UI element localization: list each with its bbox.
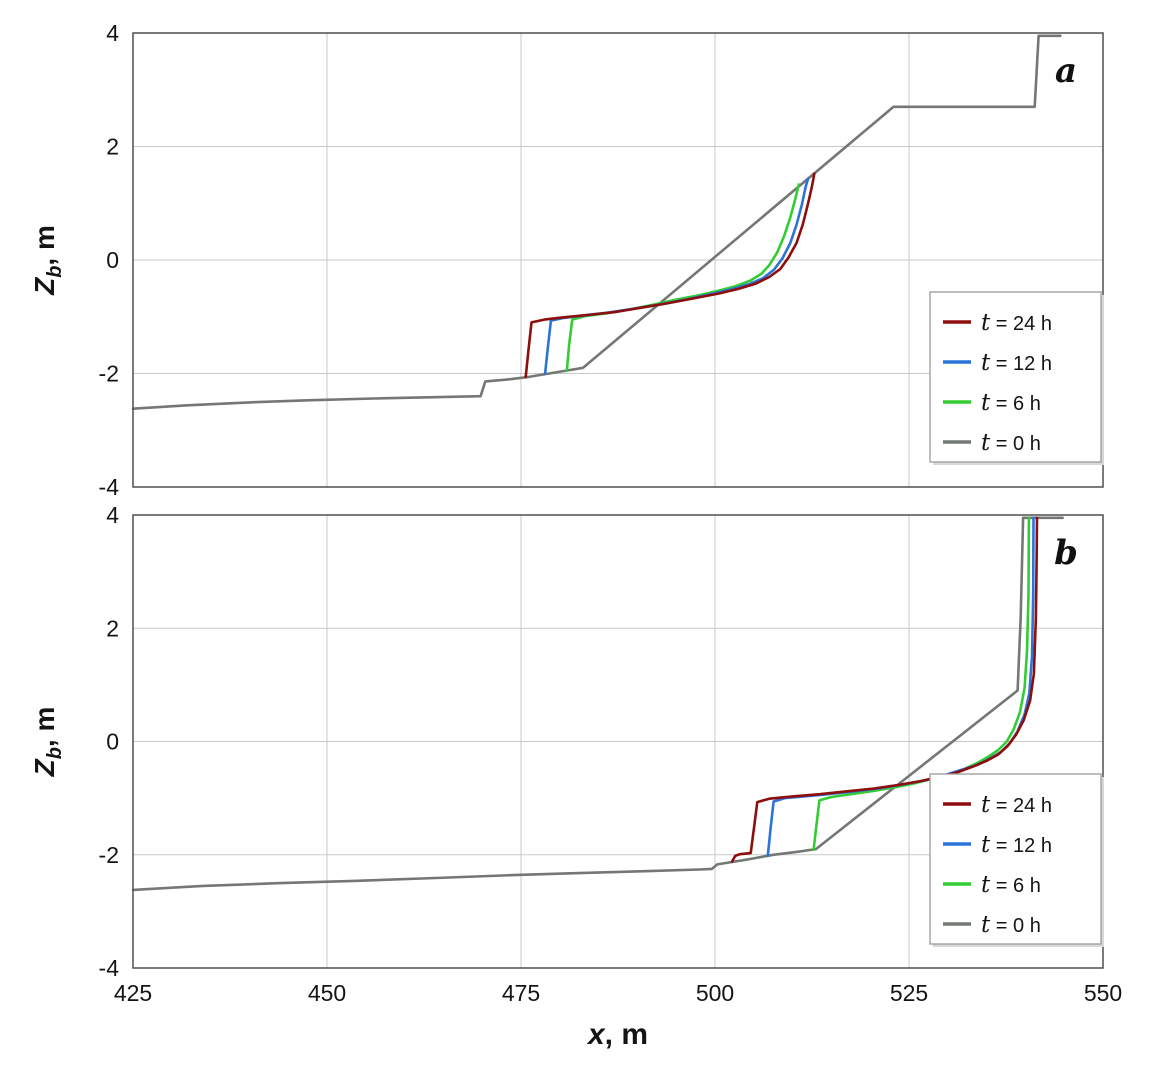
series-line-t-0-h <box>131 34 1062 411</box>
x-axis-label: x, m <box>586 1018 648 1051</box>
legend: t = 24 h t = 12 h t = 6 h t = 0 h <box>929 291 1104 465</box>
y-tick-label: -2 <box>99 842 119 868</box>
series-line-t-24-h <box>524 172 816 379</box>
plot-border <box>132 32 1104 488</box>
legend-label-t-6-h: t = 6 h <box>981 872 1041 898</box>
y-axis-label: Zb, m <box>29 225 66 296</box>
y-tick-label: 2 <box>106 134 119 160</box>
y-tick-label: 0 <box>106 729 119 755</box>
legend-label-t-0-h: t = 0 h <box>981 430 1041 456</box>
plot-border <box>132 514 1104 969</box>
y-tick-label: 4 <box>106 20 119 46</box>
y-tick-label: -4 <box>99 474 120 500</box>
legend-label-t-24-h: t = 24 h <box>981 310 1052 336</box>
x-tick-label: 425 <box>114 980 152 1006</box>
legend-label-t-6-h: t = 6 h <box>981 390 1041 416</box>
panel-letter: b <box>1054 533 1078 573</box>
y-tick-label: -2 <box>99 361 119 387</box>
x-tick-label: 450 <box>308 980 346 1006</box>
x-tick-label: 500 <box>696 980 734 1006</box>
legend-label-t-24-h: t = 24 h <box>981 792 1052 818</box>
y-axis-label: Zb, m <box>29 707 66 778</box>
y-tick-label: -4 <box>99 955 120 981</box>
x-tick-label: 525 <box>890 980 928 1006</box>
legend: t = 24 h t = 12 h t = 6 h t = 0 h <box>929 773 1104 947</box>
y-tick-label: 0 <box>106 247 119 273</box>
y-tick-label: 2 <box>106 615 119 641</box>
x-tick-label: 550 <box>1084 980 1122 1006</box>
y-tick-label: 4 <box>106 502 119 528</box>
legend-label-t-0-h: t = 0 h <box>981 912 1041 938</box>
x-tick-label: 475 <box>502 980 540 1006</box>
legend-label-t-12-h: t = 12 h <box>981 350 1052 376</box>
series-line-t-0-h <box>131 516 1064 892</box>
panel-letter: a <box>1055 51 1077 91</box>
legend-label-t-12-h: t = 12 h <box>981 832 1052 858</box>
legend-box <box>929 291 1102 463</box>
gridlines <box>133 33 1103 487</box>
